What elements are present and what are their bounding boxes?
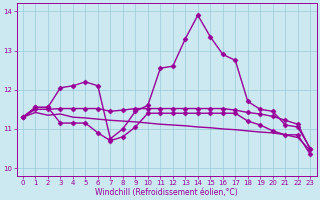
X-axis label: Windchill (Refroidissement éolien,°C): Windchill (Refroidissement éolien,°C) [95,188,238,197]
